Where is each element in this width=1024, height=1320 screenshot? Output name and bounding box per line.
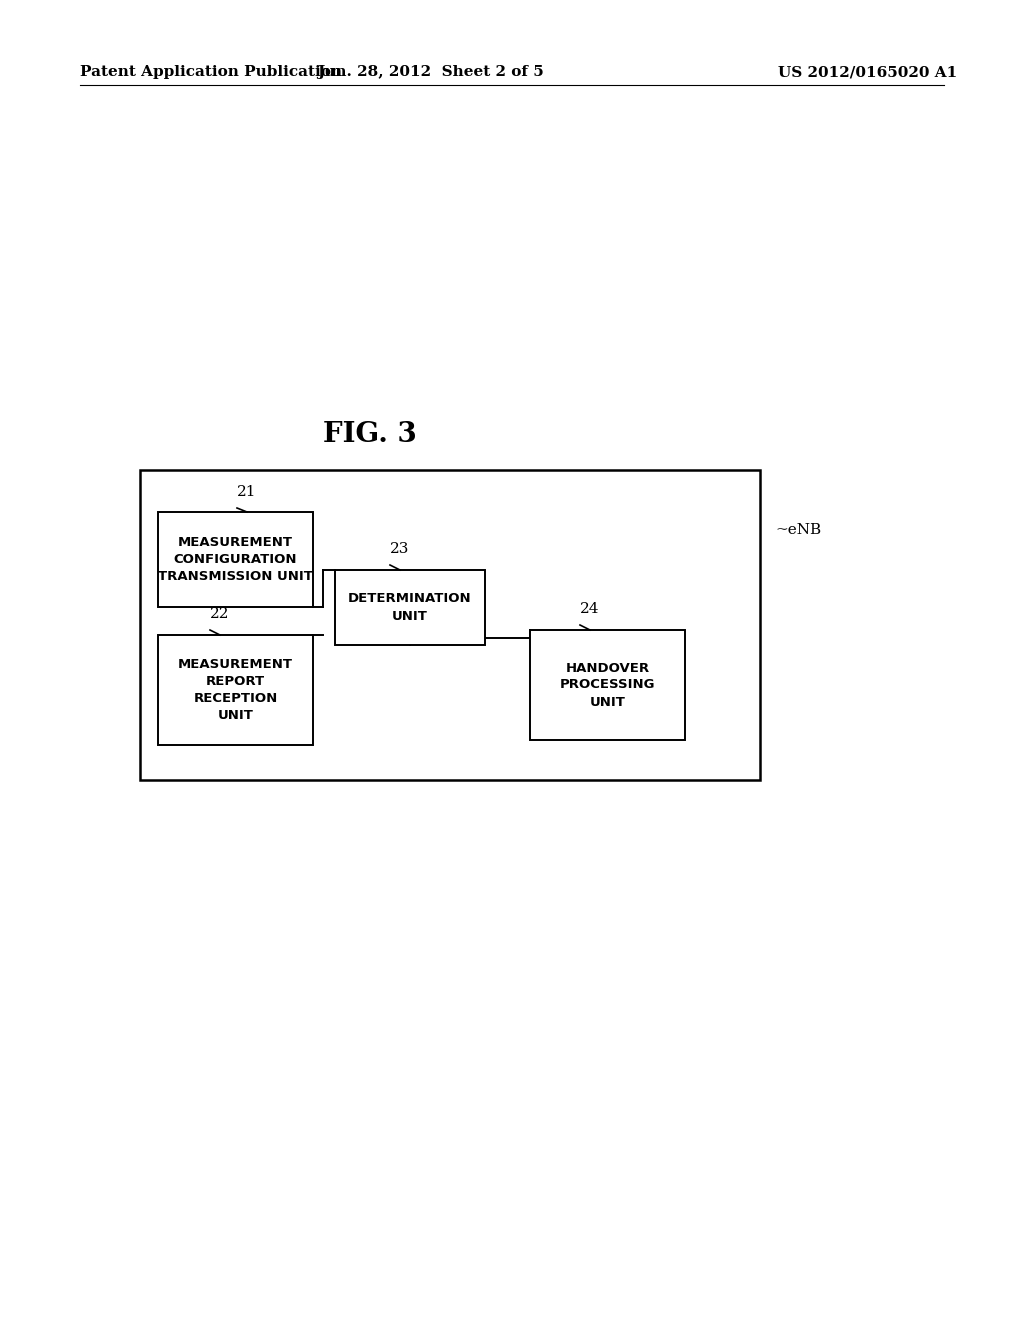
- Text: Patent Application Publication: Patent Application Publication: [80, 65, 342, 79]
- Text: 24: 24: [581, 602, 600, 616]
- Text: 22: 22: [210, 607, 229, 620]
- Text: 23: 23: [390, 543, 410, 556]
- Text: MEASUREMENT
REPORT
RECEPTION
UNIT: MEASUREMENT REPORT RECEPTION UNIT: [178, 657, 293, 722]
- Text: FIG. 3: FIG. 3: [324, 421, 417, 449]
- Bar: [158, 635, 313, 744]
- Text: Jun. 28, 2012  Sheet 2 of 5: Jun. 28, 2012 Sheet 2 of 5: [316, 65, 544, 79]
- Bar: [158, 512, 313, 607]
- Bar: [140, 470, 760, 780]
- Text: 21: 21: [238, 484, 257, 499]
- Text: DETERMINATION
UNIT: DETERMINATION UNIT: [348, 593, 472, 623]
- Text: US 2012/0165020 A1: US 2012/0165020 A1: [778, 65, 957, 79]
- Text: MEASUREMENT
CONFIGURATION
TRANSMISSION UNIT: MEASUREMENT CONFIGURATION TRANSMISSION U…: [158, 536, 313, 583]
- Text: ~eNB: ~eNB: [775, 523, 821, 537]
- Bar: [530, 630, 685, 741]
- Text: HANDOVER
PROCESSING
UNIT: HANDOVER PROCESSING UNIT: [560, 661, 655, 709]
- Bar: [335, 570, 485, 645]
